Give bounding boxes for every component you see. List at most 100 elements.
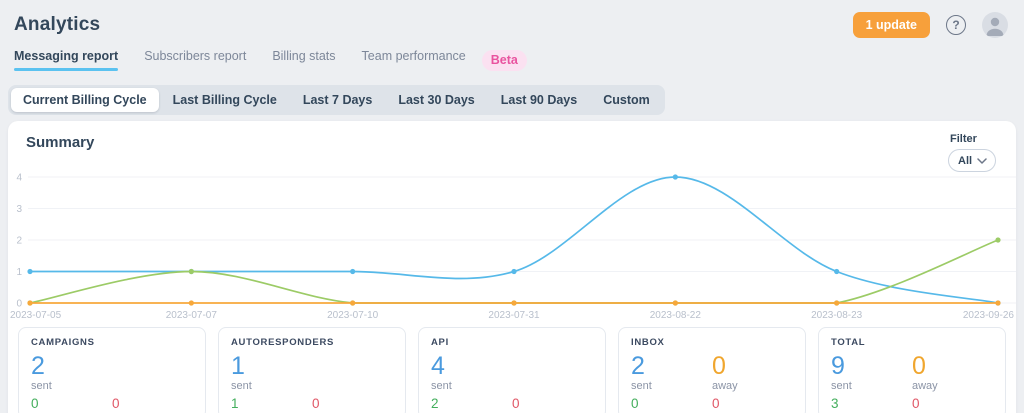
stat-sent: 2 sent: [31, 353, 112, 393]
date-range-segments: Current Billing Cycle Last Billing Cycle L…: [8, 85, 665, 115]
series-away-point: [672, 300, 678, 306]
tab-subscribers-report[interactable]: Subscribers report: [144, 49, 247, 63]
summary-card-inbox: INBOX2sent0away0responses0unsubscribes: [618, 327, 806, 413]
stat-label: sent: [31, 380, 52, 393]
stat-sent: 4 sent: [431, 353, 512, 393]
filter-select[interactable]: All: [948, 149, 996, 172]
stat-value: 0: [712, 352, 726, 380]
person-icon: [986, 17, 1004, 36]
stat-responses: 0responses: [631, 396, 712, 413]
stat-label: away: [712, 380, 738, 393]
filter-selected-value: All: [958, 154, 973, 167]
y-tick-label: 2: [16, 236, 22, 247]
segment-last-billing-cycle[interactable]: Last Billing Cycle: [172, 93, 277, 107]
series-sent-point: [672, 174, 678, 180]
series-responses-point: [188, 268, 194, 275]
stat-label: sent: [831, 380, 852, 393]
stat-unsubscribes: 0unsubscribes: [512, 396, 593, 413]
y-tick-label: 3: [16, 204, 22, 215]
card-title: CAMPAIGNS: [31, 337, 95, 348]
stat-empty: [112, 353, 193, 392]
stat-value: 0: [512, 396, 520, 412]
series-away-point: [350, 300, 356, 306]
tab-beta[interactable]: Beta: [481, 49, 527, 71]
gridlines: [28, 176, 1016, 304]
stat-value: 0: [112, 396, 120, 412]
stat-sent: 1 sent: [231, 352, 312, 393]
stat-responses: 2responses: [431, 396, 512, 413]
stat-away: 0 away: [712, 352, 793, 393]
stat-label: sent: [631, 380, 652, 393]
tab-messaging-report[interactable]: Messaging report: [14, 49, 119, 71]
x-tick-label: 2023-07-10: [327, 310, 379, 321]
stat-sent: 9 sent: [831, 353, 912, 393]
series-sent-point: [27, 268, 33, 275]
stat-value: 1: [231, 352, 245, 380]
x-tick-label: 2023-08-22: [650, 310, 702, 321]
report-tabs: Messaging report Subscribers report Billin…: [0, 47, 1024, 73]
stat-value: 0: [912, 396, 920, 412]
x-axis-labels: 2023-07-05 2023-07-07 2023-07-10 2023-07-31…: [10, 310, 1014, 321]
filter-label: Filter: [950, 133, 977, 145]
x-tick-label: 2023-09-26: [963, 310, 1015, 321]
stat-label: sent: [231, 380, 252, 393]
user-avatar[interactable]: [982, 12, 1008, 38]
series-away-point: [188, 300, 194, 306]
x-tick-label: 2023-08-23: [811, 310, 863, 321]
stat-value: 2: [631, 352, 645, 380]
stat-empty: [312, 353, 393, 392]
chevron-down-icon: [977, 157, 987, 164]
series-away-point: [834, 300, 840, 306]
stat-unsubscribes: 0unsubscribes: [312, 396, 393, 413]
update-button[interactable]: 1 update: [852, 12, 930, 38]
series-sent-point: [511, 268, 517, 275]
stat-value: 0: [31, 396, 39, 412]
stat-unsubscribes: 0unsubscribes: [912, 396, 993, 413]
x-tick-label: 2023-07-07: [166, 310, 218, 321]
summary-chart: 0 1 2 3 4 2023-07-05 2023-07-07 2023-07-10 2023-…: [8, 169, 1016, 321]
card-title: INBOX: [631, 337, 665, 348]
stat-unsubscribes: 0unsubscribes: [712, 396, 793, 413]
stat-empty: [512, 353, 593, 392]
card-stats: 9sent0away3responses0unsubscribes: [831, 353, 993, 413]
help-icon[interactable]: ?: [946, 15, 966, 35]
segment-last-7-days[interactable]: Last 7 Days: [302, 93, 373, 107]
stat-away: 0 away: [912, 353, 993, 393]
series-away-point: [27, 300, 33, 306]
card-title: API: [431, 337, 449, 348]
segment-last-30-days[interactable]: Last 30 Days: [398, 93, 475, 107]
stat-value: 1: [231, 396, 239, 412]
stat-responses: 0responses: [31, 396, 112, 413]
stat-responses: 3responses: [831, 396, 912, 413]
card-title: TOTAL: [831, 337, 866, 348]
series-away: [27, 300, 1001, 306]
tab-team-performance[interactable]: Team performance: [361, 49, 466, 63]
stat-label: sent: [431, 380, 452, 393]
series-away-point: [511, 300, 517, 306]
series-sent-point: [350, 268, 356, 275]
page-header: Analytics 1 update ?: [0, 0, 1024, 40]
stat-value: 2: [431, 396, 439, 412]
x-tick-label: 2023-07-31: [488, 310, 540, 321]
stat-label: away: [912, 380, 938, 393]
y-tick-label: 0: [16, 299, 22, 310]
summary-cards: CAMPAIGNS2sent0responses0unsubscribesAUT…: [8, 321, 1016, 413]
summary-panel: Summary Filter All 0 1 2 3 4 2023-07-05 2023-0…: [8, 121, 1016, 413]
stat-value: 0: [312, 396, 320, 412]
segment-custom[interactable]: Custom: [603, 93, 650, 107]
segment-current-billing-cycle[interactable]: Current Billing Cycle: [11, 88, 159, 112]
tab-billing-stats[interactable]: Billing stats: [272, 49, 336, 63]
card-stats: 2sent0away0responses0unsubscribes: [631, 353, 793, 413]
header-actions: 1 update ?: [852, 12, 1008, 38]
series-sent-point: [834, 268, 840, 275]
segment-last-90-days[interactable]: Last 90 Days: [500, 93, 578, 107]
stat-value: 3: [831, 396, 839, 412]
series-responses-point: [995, 237, 1001, 243]
stat-value: 0: [631, 396, 639, 412]
y-tick-label: 1: [16, 267, 22, 278]
